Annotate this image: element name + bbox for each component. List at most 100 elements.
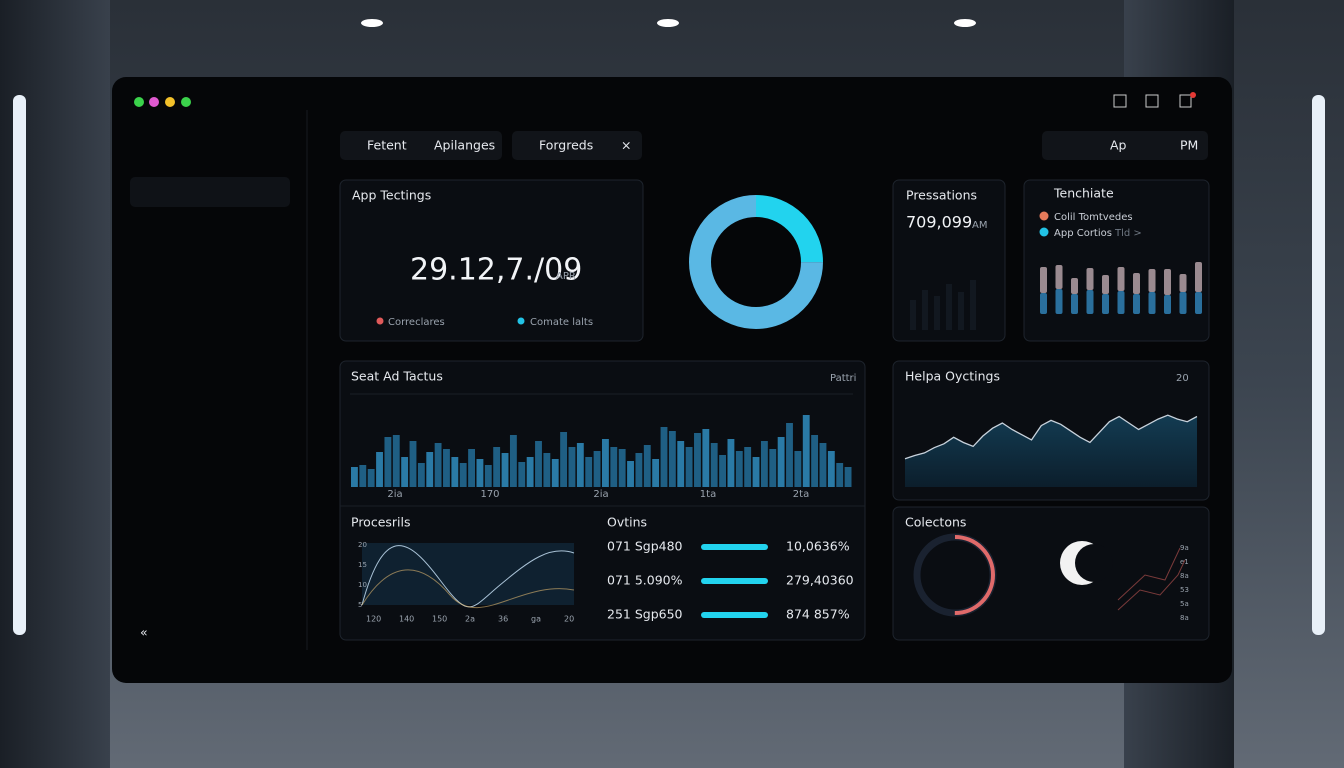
bar-bottom bbox=[1148, 292, 1156, 314]
bar bbox=[585, 457, 593, 487]
dot[interactable] bbox=[165, 97, 175, 107]
bar bbox=[618, 449, 626, 487]
legend: Correclares bbox=[388, 317, 445, 328]
bar bbox=[677, 441, 685, 487]
unit: AM bbox=[972, 220, 987, 231]
tab[interactable]: Forgreds bbox=[539, 138, 593, 153]
bar-top bbox=[1040, 267, 1047, 293]
x-tick-label: 140 bbox=[399, 615, 414, 624]
y-tick-label: 8a bbox=[1180, 572, 1189, 580]
bar bbox=[710, 443, 718, 487]
area-bg bbox=[362, 543, 574, 605]
bar-bottom bbox=[1133, 294, 1140, 314]
icon-home[interactable] bbox=[1113, 94, 1127, 108]
menu[interactable]: Pattri bbox=[830, 373, 856, 384]
bar bbox=[794, 451, 802, 487]
dot[interactable] bbox=[181, 97, 191, 107]
ring-value bbox=[915, 535, 995, 615]
bar bbox=[401, 457, 409, 487]
y-tick-label: 10 bbox=[358, 581, 367, 589]
bar bbox=[777, 437, 785, 487]
tab[interactable]: Fetent bbox=[367, 138, 407, 153]
bar bbox=[802, 415, 810, 487]
y-tick-label: 9a bbox=[1180, 544, 1189, 552]
icon-grid[interactable] bbox=[1145, 94, 1159, 108]
tab-group[interactable] bbox=[340, 131, 502, 160]
card-title: Seat Ad Tactus bbox=[351, 369, 443, 384]
bar bbox=[434, 443, 442, 487]
bar bbox=[769, 449, 777, 487]
bar bbox=[836, 463, 844, 487]
card-title: Pressations bbox=[906, 188, 977, 203]
dot[interactable] bbox=[134, 97, 144, 107]
x-tick-label: 20 bbox=[564, 615, 574, 624]
legend-dot bbox=[517, 317, 525, 325]
bar bbox=[560, 432, 568, 487]
card bbox=[339, 179, 644, 342]
ceiling-light bbox=[657, 19, 679, 27]
bar-bottom bbox=[1055, 289, 1063, 314]
bar bbox=[417, 463, 425, 487]
x-tick-label: 2a bbox=[465, 615, 475, 624]
y-tick-label: 5 bbox=[358, 601, 362, 609]
bar-bottom bbox=[1179, 292, 1187, 314]
row-label: 071 Sgp480 bbox=[607, 539, 683, 554]
bar bbox=[811, 435, 819, 487]
line bbox=[904, 414, 1198, 460]
bar bbox=[694, 433, 701, 487]
bar bbox=[719, 455, 726, 487]
close[interactable]: × bbox=[621, 138, 631, 153]
bar bbox=[568, 447, 576, 487]
bar bbox=[518, 462, 526, 487]
card-title: Procesrils bbox=[351, 515, 411, 530]
bar-bottom bbox=[1071, 294, 1078, 314]
bar-top bbox=[1086, 268, 1094, 290]
collapse[interactable]: « bbox=[140, 625, 148, 640]
bar bbox=[576, 443, 584, 487]
link[interactable]: Tld > bbox=[1114, 228, 1142, 239]
bar bbox=[786, 423, 793, 487]
tab[interactable]: Apilanges bbox=[434, 138, 495, 153]
badge bbox=[1190, 92, 1196, 98]
icon-doc[interactable] bbox=[1179, 94, 1192, 108]
bar bbox=[819, 443, 827, 487]
bar bbox=[376, 452, 383, 487]
tab-group[interactable] bbox=[512, 131, 642, 160]
x-tick-label: 2ia bbox=[593, 489, 608, 500]
progress bbox=[701, 578, 768, 584]
legend: App Cortios bbox=[1054, 228, 1112, 239]
bar-top bbox=[1117, 267, 1125, 291]
card-title: App Tectings bbox=[352, 188, 431, 203]
bar bbox=[702, 429, 710, 487]
bar bbox=[727, 439, 735, 487]
half-moon-cut bbox=[1075, 544, 1113, 582]
x-tick-label: 36 bbox=[498, 615, 508, 624]
bar bbox=[493, 447, 501, 487]
toolbar-right[interactable] bbox=[1042, 131, 1208, 160]
donut-segment bbox=[689, 195, 823, 329]
bar bbox=[476, 459, 484, 487]
legend: Colil Tomtvedes bbox=[1054, 212, 1133, 223]
menu[interactable]: 20 bbox=[1176, 373, 1189, 384]
bar bbox=[643, 445, 651, 487]
bar bbox=[685, 447, 693, 487]
bar bbox=[484, 465, 492, 487]
x-tick-label: ga bbox=[531, 615, 541, 624]
bar-bottom bbox=[1040, 293, 1047, 314]
toolbar-item[interactable]: PM bbox=[1180, 138, 1198, 153]
card bbox=[892, 179, 1006, 342]
bar bbox=[359, 465, 367, 487]
dot[interactable] bbox=[149, 97, 159, 107]
legend: Comate lalts bbox=[530, 317, 593, 328]
toolbar-item[interactable]: Ap bbox=[1110, 138, 1127, 153]
bar-bottom bbox=[1086, 290, 1094, 314]
bar-top bbox=[1179, 274, 1187, 292]
bar bbox=[426, 452, 434, 487]
bar-top bbox=[1133, 273, 1140, 294]
bar bbox=[593, 451, 601, 487]
bar-top bbox=[1102, 275, 1109, 294]
legend-dot bbox=[1039, 211, 1049, 221]
bar bbox=[351, 467, 358, 487]
row-label: 071 5.090% bbox=[607, 573, 683, 588]
x-tick-label: 170 bbox=[480, 489, 499, 500]
